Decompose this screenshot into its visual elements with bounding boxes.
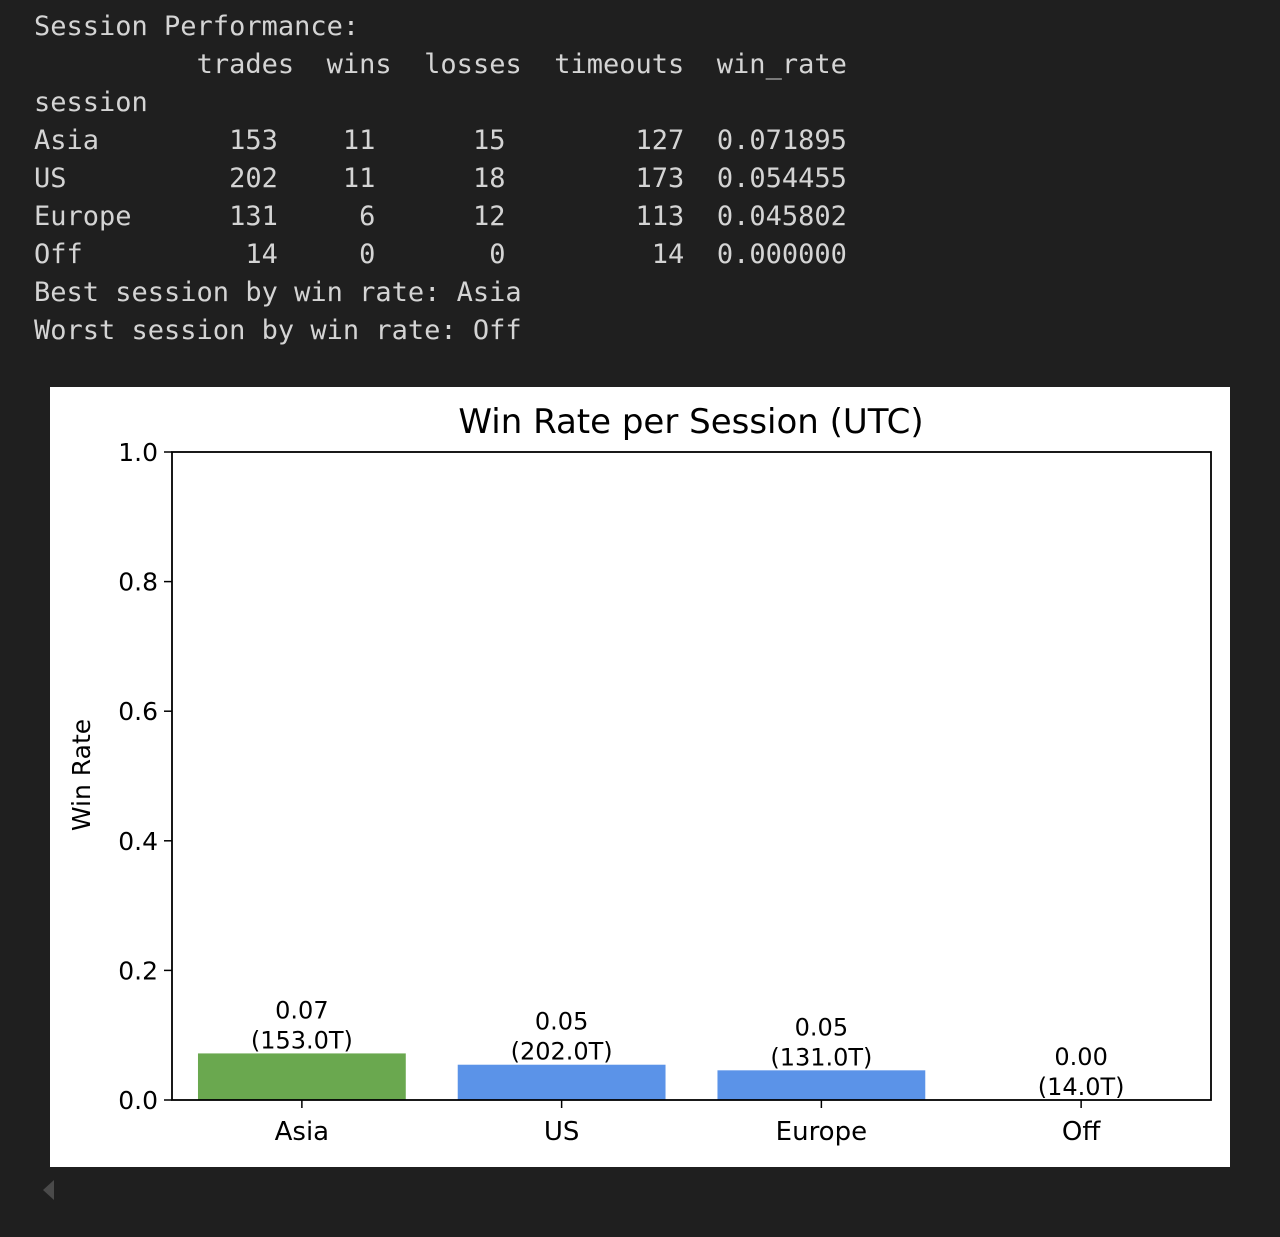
cell-wins: 0: [359, 239, 376, 270]
col-header-wins: wins: [326, 49, 392, 80]
cell-wins: 11: [342, 125, 376, 156]
bars-group: [197, 1053, 926, 1100]
x-axis: Asia US Europe Off: [275, 1100, 1101, 1147]
y-axis: 0.0 0.2 0.4 0.6 0.8 1.0: [118, 438, 172, 1115]
bar-value-label: 0.00: [1054, 1043, 1107, 1071]
row-session: US: [34, 163, 67, 194]
cell-timeouts: 173: [635, 163, 685, 194]
bar-value-label: 0.05: [795, 1013, 848, 1041]
bar-trades-label: (202.0T): [511, 1038, 613, 1066]
chart-title: Win Rate per Session (UTC): [458, 402, 923, 442]
bar-trades-label: (131.0T): [770, 1043, 872, 1071]
cell-trades: 153: [229, 125, 278, 156]
y-tick-label: 0.2: [118, 956, 158, 985]
y-tick-label: 0.0: [118, 1086, 158, 1115]
table-row: Europe 131 6 12 113 0.045802: [34, 201, 847, 232]
cell-losses: 18: [472, 163, 506, 194]
cell-losses: 12: [472, 201, 506, 232]
y-tick-label: 0.4: [118, 827, 158, 856]
col-header-win-rate: win_rate: [716, 49, 847, 80]
table-row: Asia 153 11 15 127 0.071895: [34, 125, 847, 156]
cell-losses: 15: [472, 125, 506, 156]
plot-image: Win Rate per Session (UTC) Win Rate 0.0 0…: [50, 387, 1230, 1167]
table-row: US 202 11 18 173 0.054455: [34, 163, 847, 194]
table-row: Off 14 0 0 14 0.000000: [34, 239, 847, 270]
col-header-timeouts: timeouts: [554, 49, 685, 80]
col-header-trades: trades: [196, 49, 295, 80]
cell-wins: 6: [359, 201, 376, 232]
cell-timeouts: 127: [635, 125, 685, 156]
bar-trades-label: (153.0T): [251, 1026, 353, 1054]
y-tick-label: 0.8: [118, 568, 158, 597]
cell-trades: 202: [229, 163, 278, 194]
cell-win-rate: 0.054455: [716, 163, 847, 194]
best-session-line: Best session by win rate: Asia: [34, 277, 522, 308]
row-session: Europe: [34, 201, 132, 232]
scroll-left-arrow-icon[interactable]: [43, 1180, 54, 1200]
cell-output-text: Session Performance: trades wins losses …: [34, 8, 847, 350]
y-tick-label: 1.0: [118, 438, 158, 467]
plot-area-frame: [171, 451, 1212, 1101]
bar-chart: Win Rate per Session (UTC) Win Rate 0.00…: [67, 402, 1212, 1147]
cell-timeouts: 113: [635, 201, 685, 232]
bar-trades-label: (14.0T): [1038, 1073, 1125, 1101]
col-header-losses: losses: [424, 49, 522, 80]
y-tick-label: 0.6: [118, 697, 158, 726]
cell-wins: 11: [342, 163, 376, 194]
bar-labels-group: 0.07(153.0T)0.05(202.0T)0.05(131.0T) 0.00…: [251, 996, 1125, 1101]
cell-trades: 14: [245, 239, 278, 270]
worst-session-line: Worst session by win rate: Off: [34, 315, 522, 346]
cell-timeouts: 14: [651, 239, 685, 270]
bar-us: [457, 1064, 666, 1100]
x-tick-label: US: [544, 1117, 580, 1147]
bar-europe: [717, 1070, 926, 1100]
cell-win-rate: 0.071895: [716, 125, 847, 156]
row-session: Off: [34, 239, 83, 270]
bar-asia: [197, 1053, 406, 1100]
cell-win-rate: 0.045802: [716, 201, 847, 232]
bar-value-label: 0.05: [535, 1008, 588, 1036]
row-session: Asia: [34, 125, 100, 156]
output-header: Session Performance:: [34, 11, 360, 42]
cell-losses: 0: [489, 239, 506, 270]
x-tick-label: Europe: [776, 1117, 867, 1147]
y-axis-label: Win Rate: [67, 719, 96, 831]
cell-win-rate: 0.000000: [716, 239, 847, 270]
index-name: session: [34, 87, 148, 118]
x-tick-label: Off: [1062, 1117, 1101, 1147]
cell-trades: 131: [229, 201, 278, 232]
bar-value-label: 0.07: [275, 996, 328, 1024]
x-tick-label: Asia: [275, 1117, 330, 1147]
